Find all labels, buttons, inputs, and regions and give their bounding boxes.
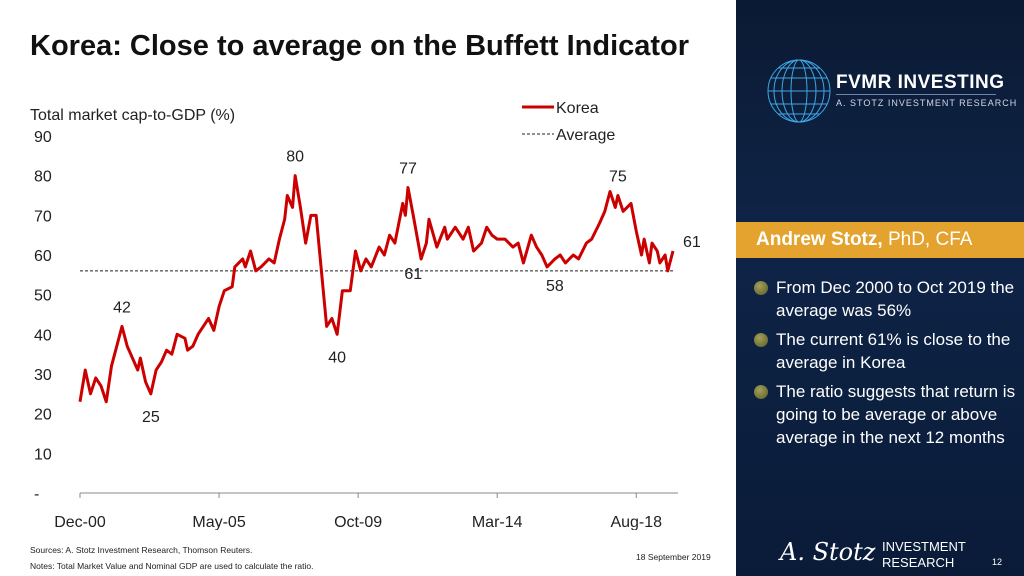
- y-tick-label: 60: [34, 248, 52, 265]
- brand-divider: [836, 94, 996, 95]
- data-label: 58: [546, 278, 564, 295]
- bullet-item: From Dec 2000 to Oct 2019 the average wa…: [754, 276, 1019, 322]
- y-tick-label: 10: [34, 446, 52, 463]
- data-label: 77: [399, 161, 417, 178]
- y-tick-label: 80: [34, 169, 52, 186]
- y-tick-label: 70: [34, 208, 52, 225]
- x-tick-label: Dec-00: [54, 514, 106, 530]
- signature-logo: A. Stotz: [780, 538, 876, 566]
- footer-line2: RESEARCH: [882, 555, 955, 570]
- bullet-icon: [754, 333, 768, 347]
- data-label: 42: [113, 299, 131, 316]
- y-tick-label: 20: [34, 407, 52, 424]
- bullet-item: The ratio suggests that return is going …: [754, 380, 1019, 449]
- bullet-item: The current 61% is close to the average …: [754, 328, 1019, 374]
- legend-label-average: Average: [556, 127, 615, 144]
- bullet-icon: [754, 281, 768, 295]
- data-label: 40: [328, 349, 346, 366]
- bullet-text: The current 61% is close to the average …: [776, 330, 1011, 372]
- line-chart: Total market cap-to-GDP (%) - 10 20 30 40 50 60…: [30, 100, 701, 530]
- y-tick-label: 90: [34, 129, 52, 146]
- brand-subtitle: A. STOTZ INVESTMENT RESEARCH: [836, 98, 1018, 108]
- slide-title: Korea: Close to average on the Buffett I…: [30, 30, 690, 62]
- page-number: 12: [992, 557, 1003, 567]
- data-label: 75: [609, 169, 627, 186]
- globe-logo-icon: [767, 59, 831, 123]
- bullet-icon: [754, 385, 768, 399]
- x-tick-label: Mar-14: [472, 514, 523, 530]
- data-label: 61: [404, 266, 422, 283]
- brand-name: FVMR INVESTING: [836, 72, 1005, 93]
- bullet-text: The ratio suggests that return is going …: [776, 382, 1016, 447]
- x-tick-label: May-05: [192, 514, 245, 530]
- sources-note: Sources: A. Stotz Investment Research, T…: [30, 545, 253, 555]
- slide-date: 18 September 2019: [636, 552, 711, 562]
- data-label: 25: [142, 409, 160, 426]
- y-tick-label: 30: [34, 367, 52, 384]
- x-tick-label: Aug-18: [610, 514, 662, 530]
- legend-label-korea: Korea: [556, 100, 599, 117]
- y-tick-label: -: [34, 486, 39, 503]
- author-name: Andrew Stotz,: [756, 229, 883, 250]
- notes: Notes: Total Market Value and Nominal GD…: [30, 561, 314, 571]
- y-tick-label: 40: [34, 327, 52, 344]
- side-panel: FVMR INVESTING A. STOTZ INVESTMENT RESEA…: [736, 0, 1024, 576]
- data-label: 80: [286, 149, 304, 166]
- y-axis-title: Total market cap-to-GDP (%): [30, 107, 235, 124]
- bullet-list: From Dec 2000 to Oct 2019 the average wa…: [754, 276, 1019, 455]
- korea-line: [78, 174, 675, 404]
- data-label: 61: [683, 234, 701, 251]
- author-band: Andrew Stotz, PhD, CFA: [736, 222, 1024, 258]
- footer-line1: INVESTMENT: [882, 539, 966, 554]
- y-tick-label: 50: [34, 288, 52, 305]
- x-tick-label: Oct-09: [334, 514, 382, 530]
- bullet-text: From Dec 2000 to Oct 2019 the average wa…: [776, 278, 1015, 320]
- author-credentials: PhD, CFA: [882, 229, 973, 250]
